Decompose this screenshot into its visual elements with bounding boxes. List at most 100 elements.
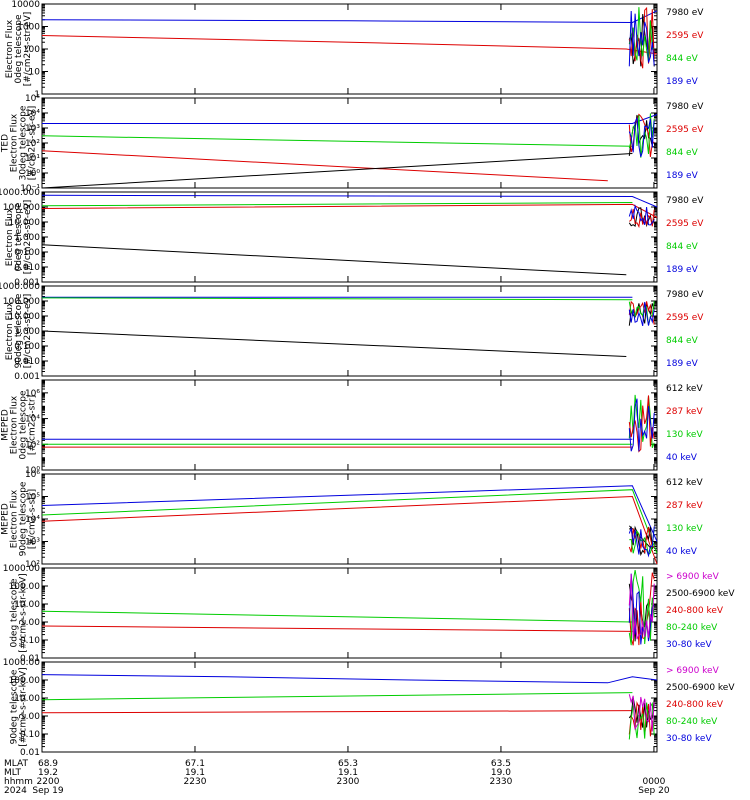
y-tick-label: 100.00: [9, 676, 41, 686]
y-tick-label: 0.01: [20, 654, 40, 664]
y-axis-label-line: 0deg telescope: [14, 202, 24, 272]
legend-entry: 240-800 keV: [666, 700, 724, 710]
series-line: [41, 674, 658, 684]
legend-entry: 2595 eV: [666, 31, 704, 41]
x-tick-label-mlt: 19.2: [38, 768, 58, 778]
legend-entry: 240-800 keV: [666, 606, 724, 616]
legend-entry: 844 eV: [666, 336, 699, 346]
y-tick-label: 10⁰: [25, 169, 40, 179]
y-tick-label: 0.100: [14, 342, 40, 352]
y-axis-label-line: 0deg telescope: [14, 14, 24, 84]
y-tick-label: 0.010: [14, 357, 40, 367]
y-axis-label-line: [#/cm2-s-str-eV]: [23, 294, 33, 369]
series-line: [41, 153, 633, 189]
x-tick-label-mlt: 19.1: [185, 768, 205, 778]
y-tick-label: 10⁶: [25, 470, 40, 480]
y-tick-label: 1.00: [20, 618, 40, 628]
panel-4: 0.001 0.010 0.100 1.000 10.000 100.000 1000.00…: [0, 282, 704, 382]
panel-frame: [41, 473, 658, 565]
y-tick-label: 10¹: [25, 154, 40, 164]
y-tick-label: 10⁻¹: [20, 184, 40, 194]
legend-entry: 80-240 keV: [666, 623, 718, 633]
series-spikes: [628, 573, 655, 645]
legend-entry: 80-240 keV: [666, 717, 718, 727]
y-axis-label: MEPED Electron Flux 0deg telescope [#/cm2-s…: [1, 390, 38, 460]
y-tick-label: 100.00: [9, 582, 41, 592]
series-line: [41, 495, 658, 565]
legend-entry: 2595 eV: [666, 219, 704, 229]
series-line: [41, 203, 658, 218]
y-axis-label-line: Electron Flux: [5, 19, 15, 78]
x-tick-label-lat: 65.3: [338, 759, 358, 769]
x-tick-label-hhmm: 2230: [184, 777, 207, 787]
y-axis-label: Electron Flux 0deg telescope [#/cm2-s-str-…: [5, 12, 33, 87]
y-tick-label: 0.010: [14, 263, 40, 273]
legend-entry: 2595 eV: [666, 125, 704, 135]
x-axis-row-label: 2024: [4, 786, 27, 796]
legend-entry: 189 eV: [666, 171, 699, 181]
legend-entry: 40 keV: [666, 547, 698, 557]
legend-entry: 189 eV: [666, 359, 699, 369]
y-tick-label: 1.000: [14, 327, 40, 337]
series-spikes: [628, 398, 655, 452]
y-axis-label-line: [#/cm2-s-str]: [28, 395, 38, 455]
x-tick-label-date: Sep 20: [638, 786, 670, 796]
legend-entry: 7980 eV: [666, 290, 704, 300]
x-tick-label-hhmm: 0000: [642, 777, 665, 787]
y-axis-label-line: [#/cm2-s-str-eV]: [28, 106, 38, 181]
x-tick-label-hhmm: 2200: [37, 777, 60, 787]
x-tick-label-lat: 67.1: [185, 759, 205, 769]
y-axis-label-line: 30deg telescope: [19, 105, 29, 180]
y-axis-label-line: 0deg telescope: [19, 390, 29, 460]
y-tick-label: 1000.00: [3, 564, 40, 574]
y-axis-label: 0deg telescope [#/cm2-s-str-keV]: [10, 573, 29, 652]
series-line: [41, 244, 627, 276]
y-tick-label: 1.000: [14, 233, 40, 243]
legend-entry: 40 keV: [666, 453, 698, 463]
series-line: [41, 135, 633, 147]
x-tick-label-hhmm: 2330: [489, 777, 512, 787]
series-line: [41, 202, 633, 207]
y-tick-label: 0.10: [20, 636, 40, 646]
panel-frame: [41, 3, 658, 95]
legend-entry: 287 keV: [666, 501, 703, 511]
panel-frame: [41, 379, 658, 471]
x-tick-label-date: Sep 19: [32, 786, 64, 796]
x-tick-label-mlt: 19.0: [491, 768, 511, 778]
y-tick-label: 10²: [25, 139, 40, 149]
y-tick-label: 10⁶: [25, 389, 40, 399]
x-tick-label-mlt: 19.1: [338, 768, 358, 778]
y-axis-label-line: [#/cm2-s-str-eV]: [23, 12, 33, 87]
x-axis-row-label: MLT: [4, 768, 22, 778]
y-axis-label-line: Electron Flux: [10, 395, 20, 454]
y-axis-label-line: [#/cm2-s-str-eV]: [23, 200, 33, 275]
y-axis-label-line: 0deg telescope: [10, 578, 20, 648]
y-axis-label-line: Electron Flux: [5, 301, 15, 360]
series-line: [41, 35, 658, 55]
y-tick-label: 10.000: [9, 312, 41, 322]
legend-entry: 130 keV: [666, 430, 703, 440]
y-tick-label: 1000.000: [0, 282, 40, 292]
y-tick-label: 10.00: [14, 600, 40, 610]
legend-entry: 844 eV: [666, 242, 699, 252]
series-line: [41, 297, 633, 301]
legend-entry: 612 keV: [666, 384, 703, 394]
y-axis-label-line: [#/cm2-s-str]: [28, 489, 38, 549]
y-tick-label: 10.000: [9, 218, 41, 228]
y-tick-label: 10³: [25, 124, 40, 134]
y-axis-label-line: [#/cm2-s-str-keV]: [19, 573, 29, 652]
y-tick-label: 1000.00: [3, 658, 40, 668]
y-tick-label: 0.100: [14, 248, 40, 258]
series-line: [41, 692, 633, 701]
y-tick-label: 100: [23, 45, 40, 55]
legend-entry: 2500-6900 keV: [666, 683, 735, 693]
series-spikes: [628, 203, 655, 226]
legend-entry: 130 keV: [666, 524, 703, 534]
legend-entry: 7980 eV: [666, 196, 704, 206]
y-tick-label: 10000: [11, 0, 40, 10]
y-tick-label: 10²: [25, 440, 40, 450]
series-line: [41, 194, 658, 208]
y-axis-label: Electron Flux 0deg telescope [#/cm2-s-str-…: [5, 200, 33, 275]
